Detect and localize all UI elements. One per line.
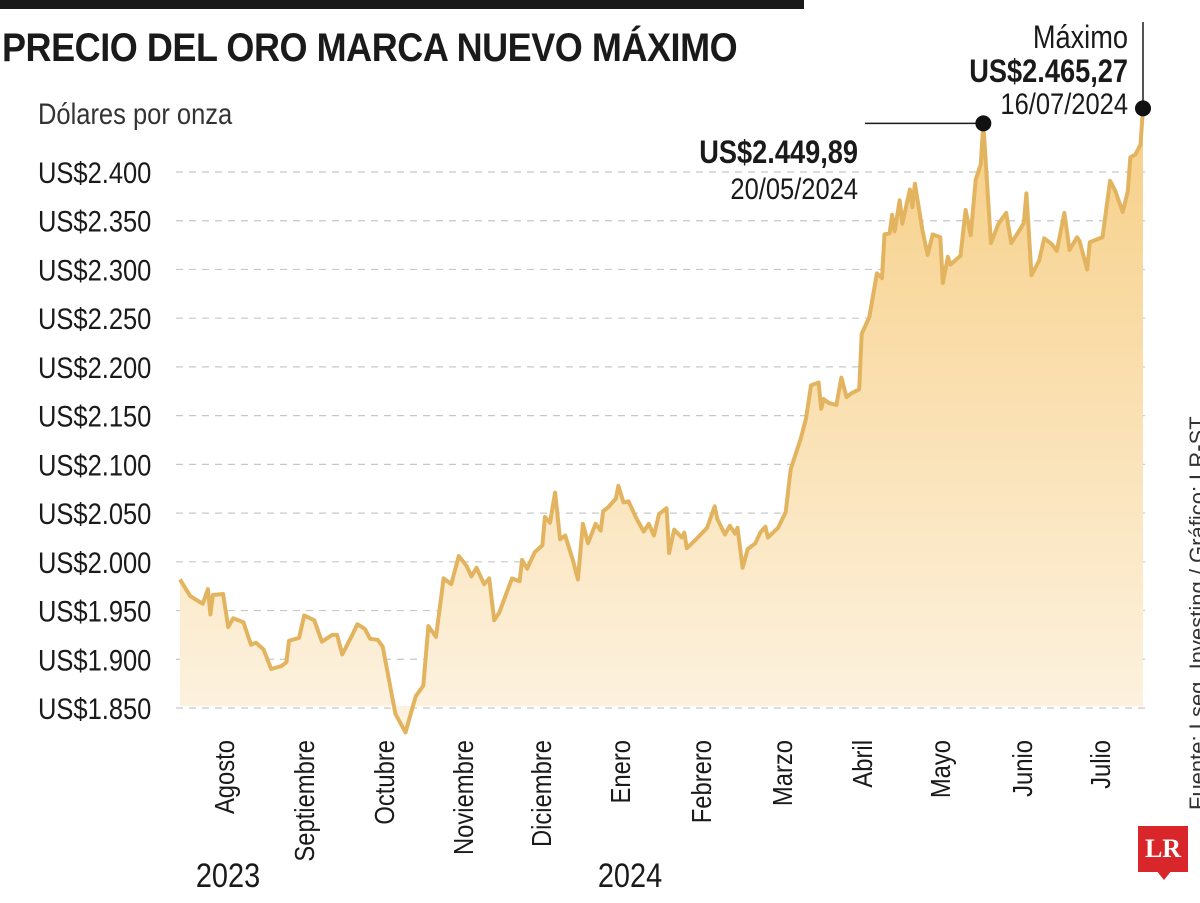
y-tick-label: US$1.850 (38, 692, 151, 725)
y-axis-unit-label: Dólares por onza (38, 98, 233, 131)
y-axis-ticks: US$1.850 US$1.900 US$1.950 US$2.000 US$2.050… (38, 156, 151, 725)
month-label: Diciembre (525, 740, 557, 847)
annotation-dot (975, 115, 992, 132)
y-tick-label: US$2.200 (38, 351, 151, 384)
month-label: Marzo (766, 740, 798, 806)
y-tick-label: US$2.400 (38, 156, 151, 189)
annotation-label: Máximo (1033, 20, 1128, 56)
y-tick-label: US$1.950 (38, 595, 151, 628)
lr-logo: LR (1138, 826, 1188, 880)
month-label: Febrero (685, 740, 717, 823)
y-tick-label: US$2.000 (38, 546, 151, 579)
chart-title: PRECIO DEL ORO MARCA NUEVO MÁXIMO (2, 26, 738, 70)
month-label: Noviembre (447, 740, 479, 855)
y-tick-label: US$1.900 (38, 643, 151, 676)
month-label: Octubre (368, 740, 400, 825)
month-label: Agosto (208, 740, 240, 814)
month-label: Enero (604, 740, 636, 803)
annotation-date: 20/05/2024 (730, 172, 858, 205)
y-tick-label: US$2.150 (38, 400, 151, 433)
top-rule (0, 0, 804, 9)
lr-logo-text: LR (1144, 834, 1182, 863)
annotation-value: US$2.449,89 (699, 135, 858, 171)
annotation-value: US$2.465,27 (969, 54, 1128, 90)
price-area (180, 108, 1143, 733)
y-tick-label: US$2.300 (38, 254, 151, 287)
month-label: Mayo (924, 740, 956, 798)
x-axis-month-labels: Agosto Septiembre Octubre Noviembre Diciembr… (208, 740, 1116, 862)
annotation-dot (1135, 100, 1151, 117)
source-credit: Fuente: Lseg, Investing / Gráfico: LR-ST (1185, 416, 1200, 810)
month-label: Abril (846, 740, 878, 788)
y-tick-label: US$2.350 (38, 205, 151, 238)
x-axis-year-labels: 2023 2024 (196, 856, 662, 895)
year-label: 2023 (196, 856, 260, 895)
year-label: 2024 (598, 856, 662, 895)
y-tick-label: US$2.250 (38, 302, 151, 335)
y-tick-label: US$2.100 (38, 448, 151, 481)
y-tick-label: US$2.050 (38, 497, 151, 530)
month-label: Septiembre (288, 740, 320, 862)
month-label: Julio (1084, 740, 1116, 789)
annotation-date: 16/07/2024 (1000, 87, 1128, 120)
month-label: Junio (1006, 740, 1038, 797)
